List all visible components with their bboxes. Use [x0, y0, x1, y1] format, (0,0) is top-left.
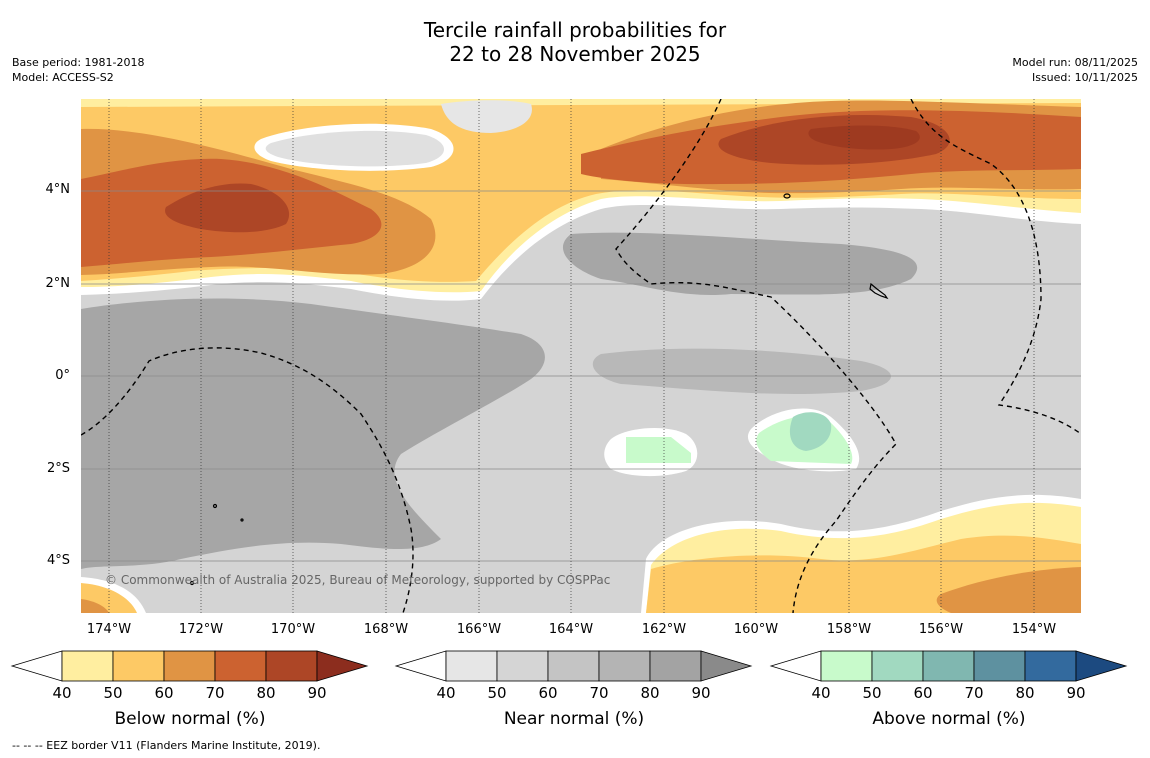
below-normal-southwest-60 — [81, 599, 109, 613]
colorbar-near-swatch-80 — [649, 650, 702, 682]
colorbar-above-right-arrow — [1075, 650, 1128, 682]
cb-near-tick-70: 70 — [589, 684, 609, 702]
lat-label-0: 0° — [55, 368, 70, 383]
lon-label-168w: 168°W — [363, 622, 409, 637]
island-3 — [212, 503, 218, 509]
island-1 — [783, 193, 791, 199]
near-normal-dark-band — [592, 348, 891, 394]
lat-label-2n: 2°N — [45, 276, 71, 291]
colorbar-near-normal — [394, 650, 753, 682]
colorbar-near-swatch-60 — [547, 650, 600, 682]
near-normal-dark-region-west — [81, 298, 545, 569]
colorbar-above-swatch-70 — [973, 650, 1026, 682]
colorbar-near-swatch-40 — [445, 650, 498, 682]
above-normal-region-1 — [626, 437, 691, 463]
island-5 — [240, 518, 244, 522]
colorbar-below-normal-swatches — [61, 650, 369, 682]
above-normal-region-2-50 — [789, 412, 832, 451]
cb-below-tick-60: 60 — [154, 684, 174, 702]
cb-below-tick-80: 80 — [256, 684, 276, 702]
lon-label-160w: 160°W — [733, 622, 779, 637]
lon-label-158w: 158°W — [826, 622, 872, 637]
near-normal-light-patch-north — [265, 130, 445, 167]
colorbar-above-swatch-60 — [922, 650, 975, 682]
meta-right: Model run: 08/11/2025 Issued: 10/11/2025 — [1012, 55, 1138, 85]
cb-below-tick-90: 90 — [307, 684, 327, 702]
cb-near-tick-60: 60 — [538, 684, 558, 702]
colorbar-near-swatch-70 — [598, 650, 651, 682]
island-2 — [869, 282, 889, 300]
cb-above-tick-70: 70 — [964, 684, 984, 702]
cb-below-tick-50: 50 — [103, 684, 123, 702]
colorbar-above-swatch-80 — [1024, 650, 1077, 682]
colorbar-near-swatch-50 — [496, 650, 549, 682]
model-run: Model run: 08/11/2025 — [1012, 56, 1138, 69]
lon-label-162w: 162°W — [641, 622, 687, 637]
eez-border-center — [615, 99, 897, 613]
colorbar-above-normal — [769, 650, 1128, 682]
below-normal-90-region — [808, 125, 920, 150]
issued-date: Issued: 10/11/2025 — [1031, 71, 1138, 84]
cb-near-tick-40: 40 — [436, 684, 456, 702]
lon-label-174w: 174°W — [86, 622, 132, 637]
map-title: Tercile rainfall probabilities for 22 to… — [0, 18, 1150, 66]
colorbar-below-swatch-40 — [61, 650, 114, 682]
colorbar-near-normal-left-arrow — [394, 650, 447, 682]
colorbar-near-label: Near normal (%) — [503, 709, 645, 729]
colorbar-near-right-arrow — [700, 650, 753, 682]
colorbar-below-swatch-80 — [265, 650, 318, 682]
below-normal-80-region-west — [165, 183, 290, 233]
eez-border-west — [81, 347, 414, 613]
lon-label-156w: 156°W — [918, 622, 964, 637]
title-line-2: 22 to 28 November 2025 — [449, 42, 701, 66]
colorbar-above-normal-left-arrow — [769, 650, 822, 682]
lon-label-164w: 164°W — [548, 622, 594, 637]
lon-label-166w: 166°W — [456, 622, 502, 637]
base-period: Base period: 1981-2018 — [12, 56, 145, 69]
cb-above-tick-60: 60 — [913, 684, 933, 702]
lon-label-172w: 172°W — [178, 622, 224, 637]
model-name: Model: ACCESS-S2 — [12, 71, 114, 84]
cb-above-tick-80: 80 — [1015, 684, 1035, 702]
near-normal-dark-region-center — [562, 232, 918, 296]
colorbar-above-normal-swatches — [820, 650, 1128, 682]
cb-above-tick-40: 40 — [811, 684, 831, 702]
colorbar-below-label: Below normal (%) — [114, 709, 266, 729]
cb-below-tick-40: 40 — [52, 684, 72, 702]
cb-below-tick-70: 70 — [205, 684, 225, 702]
cb-above-tick-50: 50 — [862, 684, 882, 702]
eez-border-legend: -- -- -- EEZ border V11 (Flanders Marine… — [12, 739, 321, 752]
lat-label-4s: 4°S — [46, 553, 70, 568]
latitude-grid-lines — [81, 190, 1081, 562]
copyright-notice: © Commonwealth of Australia 2025, Bureau… — [105, 573, 610, 587]
cb-above-tick-90: 90 — [1066, 684, 1086, 702]
colorbar-below-normal-left-arrow — [10, 650, 63, 682]
cb-near-tick-90: 90 — [691, 684, 711, 702]
lon-label-154w: 154°W — [1011, 622, 1057, 637]
colorbar-above-label: Above normal (%) — [872, 709, 1026, 729]
map-plot: © Commonwealth of Australia 2025, Bureau… — [81, 99, 1081, 613]
below-normal-south-60 — [936, 567, 1081, 613]
lon-label-170w: 170°W — [270, 622, 316, 637]
cb-near-tick-80: 80 — [640, 684, 660, 702]
cb-near-tick-50: 50 — [487, 684, 507, 702]
colorbar-below-swatch-60 — [163, 650, 216, 682]
island-4 — [189, 580, 195, 586]
colorbar-below-swatch-50 — [112, 650, 165, 682]
lat-label-4n: 4°N — [45, 182, 71, 197]
meta-left: Base period: 1981-2018 Model: ACCESS-S2 — [12, 55, 144, 85]
lat-label-2s: 2°S — [46, 461, 70, 476]
eez-borders — [81, 99, 1081, 613]
colorbar-below-swatch-70 — [214, 650, 267, 682]
colorbar-near-normal-swatches — [445, 650, 753, 682]
near-normal-light-patch-north-2 — [441, 100, 532, 133]
colorbar-above-swatch-50 — [871, 650, 924, 682]
colorbar-below-normal — [10, 650, 369, 682]
colorbar-below-right-arrow — [316, 650, 369, 682]
title-line-1: Tercile rainfall probabilities for — [423, 18, 727, 42]
islands — [189, 193, 889, 586]
eez-border-east — [910, 99, 1081, 435]
colorbar-above-swatch-40 — [820, 650, 873, 682]
